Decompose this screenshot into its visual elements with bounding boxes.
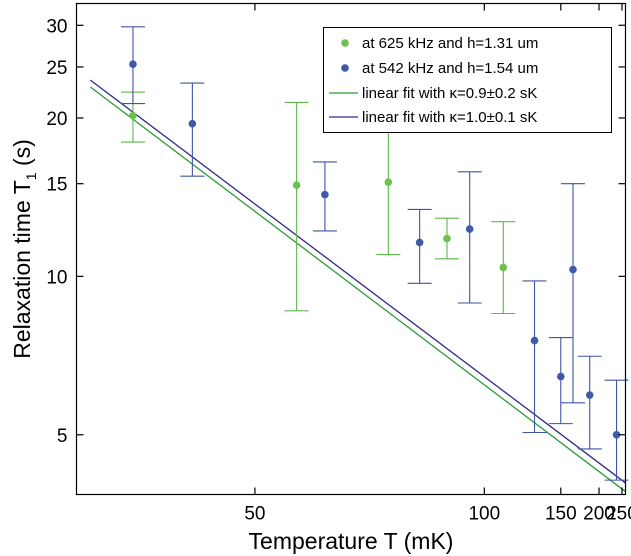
data-point-0-3 bbox=[443, 234, 451, 243]
legend-label-blue-fit: linear fit with κ=1.0±0.1 sK bbox=[362, 109, 537, 126]
x-tick-label-50: 50 bbox=[244, 504, 265, 525]
data-point-1-2 bbox=[321, 190, 329, 199]
axis-ticks: 50 100 150 200250 5 10 15 20 25 30 bbox=[46, 3, 631, 525]
data-point-0-0 bbox=[129, 111, 137, 120]
legend-label-blue-points: at 542 kHz and h=1.54 um bbox=[362, 60, 538, 77]
data-points bbox=[120, 26, 629, 481]
data-point-0-2 bbox=[384, 178, 393, 186]
y-axis-title: Relaxation time T1 (s) bbox=[9, 139, 39, 359]
y-axis-title-subscript: 1 bbox=[23, 172, 39, 180]
data-point-1-5 bbox=[530, 336, 539, 345]
data-point-1-1 bbox=[188, 119, 197, 128]
x-tick-label-200: 200 bbox=[583, 504, 615, 525]
legend-label-green-points: at 625 kHz and h=1.31 um bbox=[362, 35, 538, 52]
plot-frame bbox=[75, 2, 627, 496]
data-point-0-1 bbox=[292, 181, 301, 190]
x-axis-title: Temperature T (mK) bbox=[249, 528, 454, 554]
fit-line-2 bbox=[89, 86, 626, 493]
y-tick-label-25: 25 bbox=[46, 58, 67, 79]
y-tick-label-10: 10 bbox=[46, 267, 67, 288]
legend-marker-blue bbox=[341, 64, 349, 72]
data-point-1-4 bbox=[465, 225, 474, 233]
y-axis-title-main: Relaxation time T bbox=[9, 180, 35, 359]
y-tick-label-15: 15 bbox=[46, 175, 67, 196]
data-point-1-3 bbox=[415, 238, 424, 247]
legend-marker-green bbox=[341, 39, 349, 47]
data-point-0-4 bbox=[499, 263, 508, 272]
fit-line-3 bbox=[89, 79, 626, 484]
x-tick-label-150: 150 bbox=[545, 504, 577, 525]
data-point-1-0 bbox=[129, 60, 137, 69]
x-tick-label-250: 250 bbox=[606, 504, 631, 525]
legend: at 625 kHz and h=1.31 um at 542 kHz and … bbox=[323, 27, 612, 133]
data-point-1-7 bbox=[569, 265, 577, 274]
data-point-1-9 bbox=[612, 430, 621, 439]
series-1-points bbox=[120, 26, 629, 481]
y-axis-title-unit: (s) bbox=[9, 139, 35, 172]
y-tick-label-30: 30 bbox=[46, 16, 67, 37]
fit-lines bbox=[89, 79, 626, 493]
series-0-points bbox=[120, 91, 516, 315]
legend-box bbox=[323, 27, 612, 133]
y-tick-label-5: 5 bbox=[57, 426, 68, 447]
data-point-1-6 bbox=[556, 372, 565, 381]
data-point-1-8 bbox=[585, 391, 594, 399]
legend-label-green-fit: linear fit with κ=0.9±0.2 sK bbox=[362, 85, 537, 102]
x-tick-label-100: 100 bbox=[468, 504, 500, 525]
y-tick-label-20: 20 bbox=[46, 109, 67, 130]
